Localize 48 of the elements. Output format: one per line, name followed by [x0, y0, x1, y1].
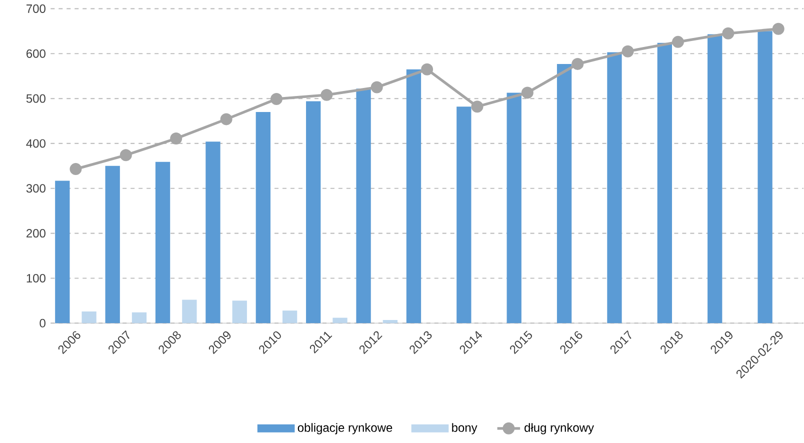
bar [82, 311, 96, 324]
point [772, 22, 784, 35]
bar [306, 101, 321, 324]
y-tick-label: 0 [40, 318, 46, 328]
point [421, 63, 434, 76]
y-tick-label: 500 [26, 94, 46, 103]
y-tick-label: 200 [26, 229, 46, 238]
bar [356, 88, 371, 324]
bar [132, 312, 147, 324]
legend-label: bony [452, 423, 478, 434]
bar [556, 64, 572, 324]
point [370, 81, 383, 94]
point [572, 58, 584, 70]
point [270, 92, 282, 105]
point [622, 45, 634, 58]
bar [182, 300, 197, 324]
bar [607, 52, 622, 324]
bar [758, 31, 772, 324]
bar [332, 318, 348, 324]
bar [256, 112, 270, 324]
point [672, 36, 684, 48]
point [722, 27, 734, 40]
point [320, 88, 333, 101]
y-tick-label: 300 [26, 184, 46, 193]
bar [456, 106, 472, 324]
y-tick-label: 400 [26, 139, 46, 148]
bar [282, 310, 298, 324]
bar [55, 180, 70, 324]
bar [232, 300, 247, 324]
bar [206, 142, 220, 324]
legend-label: obligacje rynkowe [298, 423, 392, 434]
point [120, 149, 132, 162]
bar [506, 92, 522, 324]
bar [406, 69, 422, 324]
legend-label: dług rynkowy [524, 423, 594, 434]
point [220, 113, 232, 126]
bar [155, 162, 170, 324]
bar [382, 320, 398, 324]
bar [657, 42, 672, 324]
bar [105, 166, 120, 324]
point [471, 100, 484, 113]
y-tick-label: 600 [26, 49, 46, 58]
point [170, 132, 182, 144]
point [70, 163, 82, 176]
y-tick-label: 700 [26, 4, 46, 13]
bar [708, 34, 722, 324]
point [521, 86, 534, 99]
y-tick-label: 100 [26, 274, 46, 282]
